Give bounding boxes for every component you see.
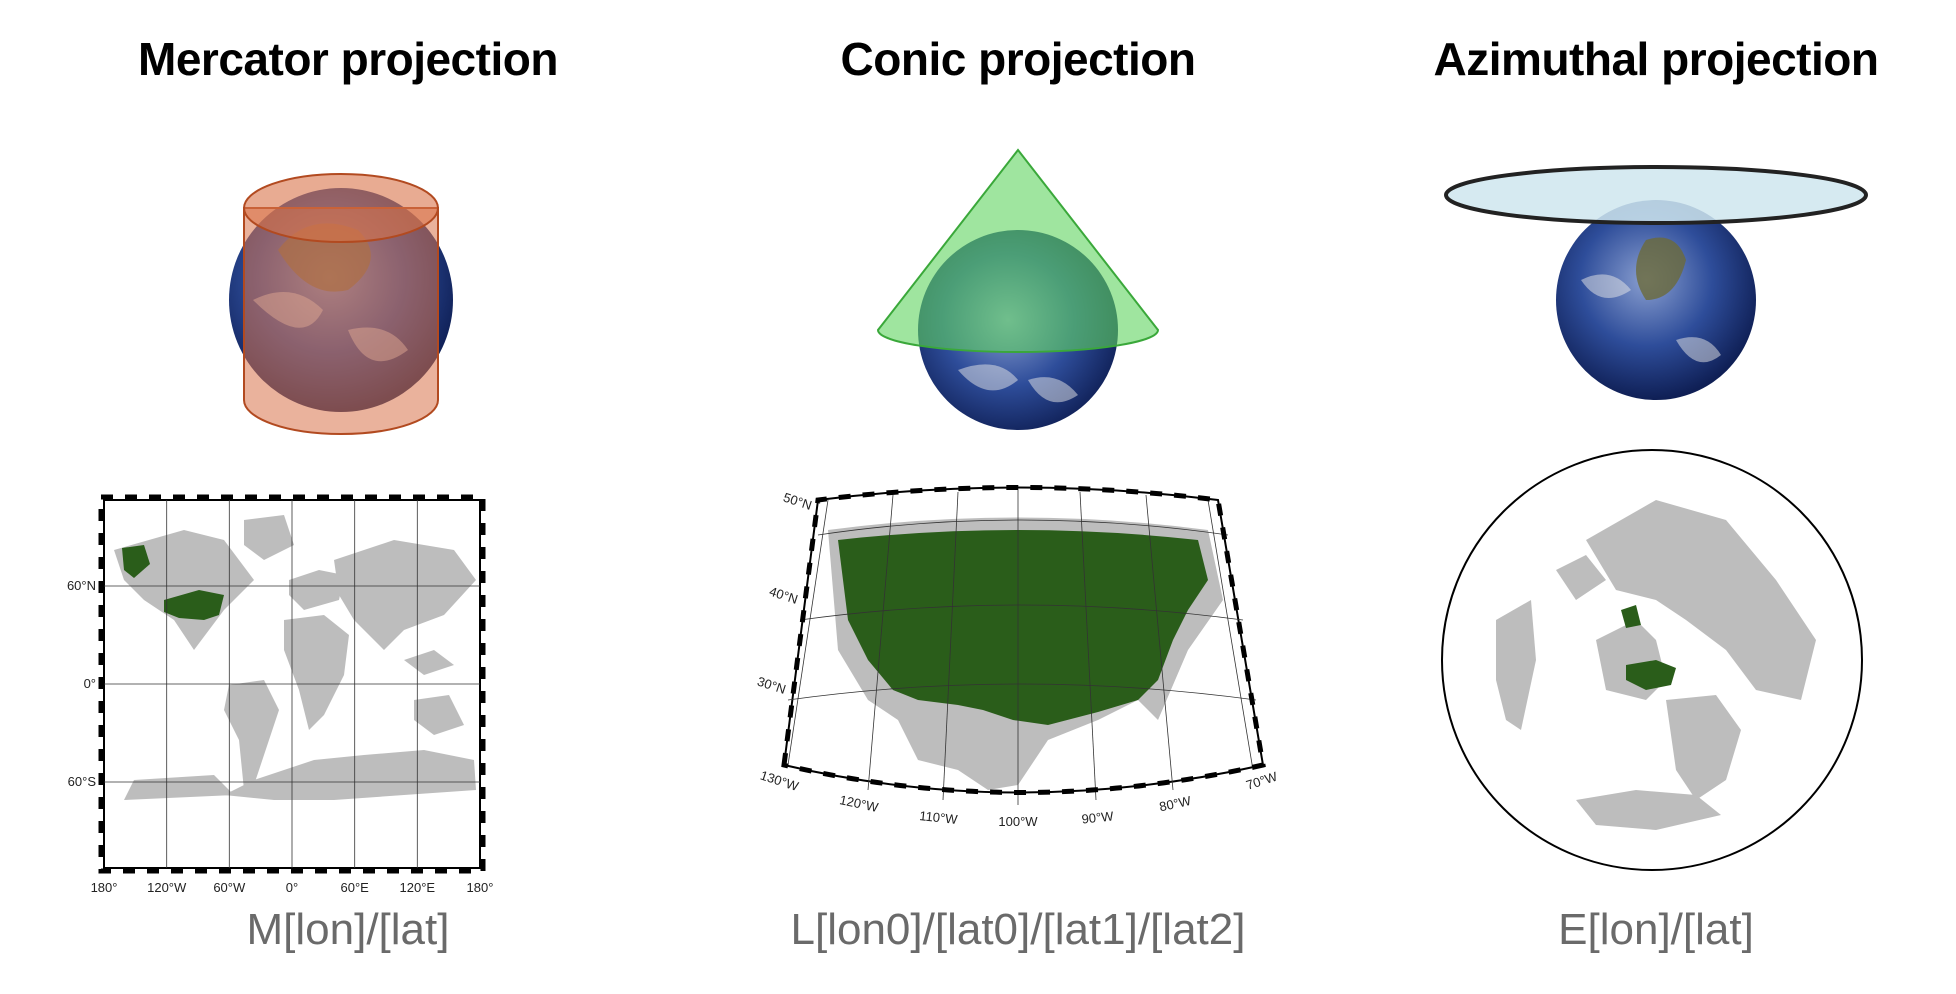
lon-label: 110°W [919, 808, 959, 827]
lon-label: 130°W [758, 768, 801, 795]
lon-label: 120°W [838, 792, 880, 815]
lon-label: 60°E [341, 880, 370, 895]
graticule [104, 500, 480, 868]
lon-label: 120°W [147, 880, 187, 895]
alaska-highlight [122, 545, 150, 578]
lon-label: 70°W [1244, 768, 1280, 792]
mercator-title: Mercator projection [138, 33, 558, 85]
globe-with-cone-illustration [876, 148, 1160, 430]
azimuthal-map [1441, 449, 1863, 871]
lat-label: 60°N [67, 578, 96, 593]
lon-label: 180° [91, 880, 118, 895]
usa-highlight [164, 590, 224, 620]
lat-label: 40°N [767, 584, 799, 607]
conic-code: L[lon0]/[lat0]/[lat1]/[lat2] [790, 905, 1246, 954]
cone-shape [876, 148, 1160, 353]
azimuthal-column: Azimuthal projection [1356, 0, 1956, 994]
usa-highlight [1626, 660, 1676, 690]
mercator-map: 180° 120°W 60°W 0° 60°E 120°E 180° 60°N … [67, 494, 494, 895]
lon-label: 120°E [400, 880, 436, 895]
lon-label: 60°W [213, 880, 246, 895]
mercator-code: M[lon]/[lat] [246, 905, 450, 954]
globe-in-cylinder-illustration [229, 173, 453, 435]
lat-label: 0° [84, 676, 96, 691]
lon-label: 0° [286, 880, 298, 895]
lat-label: 60°S [68, 774, 97, 789]
cylinder-shape [243, 173, 439, 435]
map-frame [98, 494, 486, 874]
lat-label: 50°N [781, 490, 813, 513]
globe-with-plane-illustration [1444, 165, 1868, 400]
lon-label: 100°W [998, 814, 1038, 829]
conic-map: 130°W 120°W 110°W 100°W 90°W 80°W 70°W 5… [755, 485, 1280, 829]
conic-artwork: 130°W 120°W 110°W 100°W 90°W 80°W 70°W 5… [755, 148, 1280, 829]
azimuthal-code: E[lon]/[lat] [1558, 905, 1754, 954]
mercator-artwork: 180° 120°W 60°W 0° 60°E 120°E 180° 60°N … [67, 173, 494, 895]
conic-title: Conic projection [840, 33, 1196, 85]
graticule [787, 490, 1257, 805]
mercator-column: Mercator projection [48, 0, 648, 994]
projection-plane [1444, 165, 1868, 225]
conic-column: Conic projection [718, 0, 1318, 994]
azimuthal-title: Azimuthal projection [1433, 33, 1879, 85]
earth-globe [1556, 200, 1756, 400]
alaska-highlight [1621, 605, 1641, 628]
world-landmass [1496, 500, 1816, 830]
azimuthal-artwork [1441, 165, 1868, 871]
lat-label: 30°N [755, 674, 787, 697]
usa-highlight [838, 530, 1208, 725]
world-landmass [114, 515, 476, 800]
lon-label: 80°W [1158, 793, 1193, 814]
map-frame [781, 485, 1266, 795]
lon-label: 180° [467, 880, 494, 895]
lon-label: 90°W [1081, 808, 1115, 826]
